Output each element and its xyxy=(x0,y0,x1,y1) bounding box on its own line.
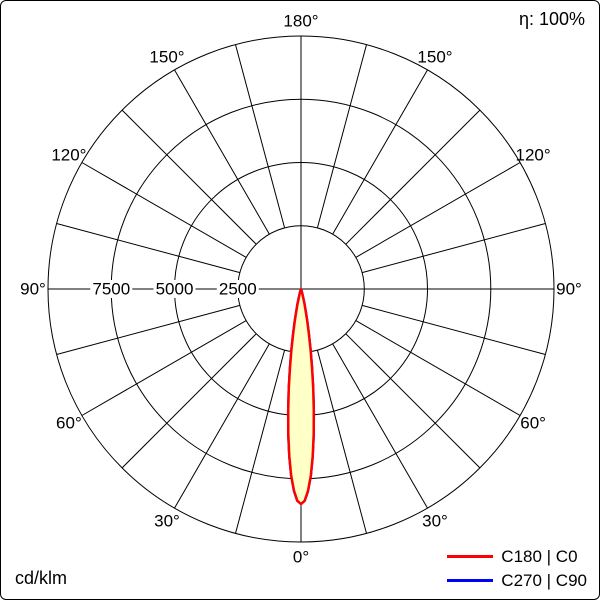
grid-spoke xyxy=(56,304,241,355)
legend-line-red-icon xyxy=(447,555,494,558)
grid-spoke xyxy=(361,223,546,274)
grid-spoke xyxy=(361,304,546,355)
legend-label-c270-c90: C270 | C90 xyxy=(501,570,587,590)
angle-label: 180° xyxy=(283,12,318,31)
grid-spoke xyxy=(81,162,247,258)
grid-spoke xyxy=(174,343,270,509)
legend-item-c270-c90: C270 | C90 xyxy=(447,570,587,591)
angle-label: 30° xyxy=(154,512,180,531)
grid-spoke xyxy=(174,69,270,235)
ring-label: 7500 xyxy=(92,280,130,299)
grid-spoke xyxy=(355,320,521,416)
grid-spoke xyxy=(332,69,428,235)
legend-label-c180-c0: C180 | C0 xyxy=(501,546,578,566)
angle-label: 120° xyxy=(516,146,551,165)
grid-spoke xyxy=(81,320,247,416)
grid-spoke xyxy=(316,349,367,534)
angle-label: 150° xyxy=(417,47,452,66)
grid-spoke xyxy=(235,349,286,534)
grid-spoke xyxy=(56,223,241,274)
angle-label: 30° xyxy=(422,512,448,531)
grid-spoke xyxy=(235,44,286,229)
grid-spoke xyxy=(121,109,257,245)
angle-label: 60° xyxy=(520,414,546,433)
legend-item-c180-c0: C180 | C0 xyxy=(447,546,587,567)
grid-spoke xyxy=(345,333,481,469)
ring-label: 2500 xyxy=(219,280,257,299)
angle-label: 60° xyxy=(56,414,82,433)
ring-label-bg xyxy=(90,280,133,298)
angle-label: 0° xyxy=(293,548,309,567)
grid-spoke xyxy=(121,333,257,469)
beam-curve-c180-c0 xyxy=(286,288,316,506)
angle-label: 120° xyxy=(51,146,86,165)
angle-label: 90° xyxy=(556,280,582,299)
legend: C180 | C0 C270 | C90 xyxy=(447,546,587,591)
ring-label: 5000 xyxy=(156,280,194,299)
units-label: cd/klm xyxy=(15,568,68,588)
angle-label: 90° xyxy=(20,280,46,299)
grid-spoke xyxy=(332,343,428,509)
efficiency-label: η: 100% xyxy=(518,9,585,29)
grid-spoke xyxy=(345,109,481,245)
ring-label-bg xyxy=(153,280,196,298)
angle-label: 150° xyxy=(149,47,184,66)
legend-line-blue-icon xyxy=(447,579,494,582)
grid-spoke xyxy=(316,44,367,229)
grid-spoke xyxy=(355,162,521,258)
ring-label-bg xyxy=(216,280,259,298)
